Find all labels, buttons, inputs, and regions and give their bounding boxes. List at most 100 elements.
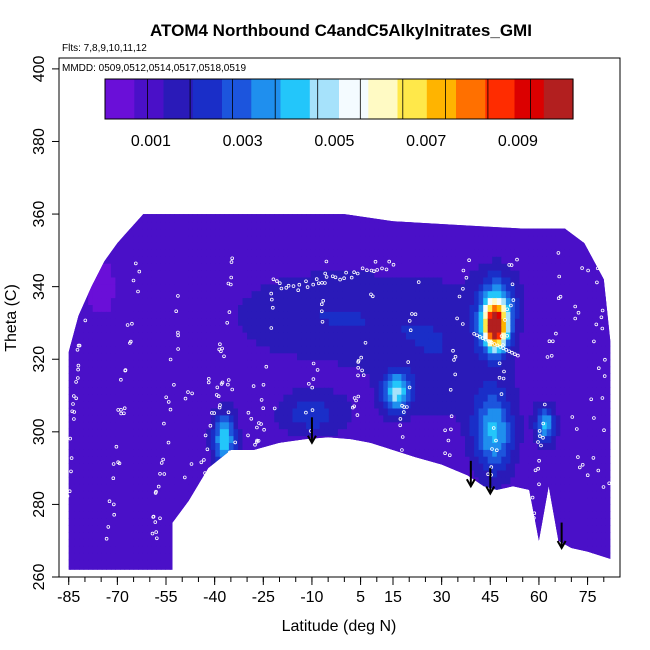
heatmap-cell [228,552,234,561]
heatmap-cell [474,290,480,299]
heatmap-cell [342,559,348,568]
heatmap-cell [165,332,171,340]
heatmap-cell [156,525,162,533]
heatmap-cell [297,538,303,547]
heatmap-cell [156,463,162,471]
heatmap-cell [328,263,334,271]
heatmap-cell [306,373,312,381]
heatmap-cell [465,538,471,547]
heatmap-cell [433,518,439,526]
heatmap-cell [197,538,203,547]
heatmap-cell [451,394,457,402]
heatmap-cell [306,256,312,264]
heatmap-cell [415,532,421,540]
heatmap-cell [165,380,171,388]
heatmap-cell [215,373,221,381]
heatmap-cell [428,366,434,374]
heatmap-cell [74,338,80,347]
heatmap-cell [160,476,166,485]
heatmap-cell [333,504,339,512]
heatmap-cell [460,421,466,430]
heatmap-cell [79,387,85,395]
heatmap-cell [88,545,94,554]
heatmap-cell [451,318,457,326]
heatmap-cell [233,428,239,437]
heatmap-cell [233,311,239,319]
heatmap-cell [233,545,239,554]
heatmap-cell [201,256,207,264]
heatmap-cell [455,552,461,561]
heatmap-cell [201,366,207,374]
heatmap-cell [396,483,402,492]
heatmap-cell [197,297,203,305]
heatmap-cell [79,497,85,505]
heatmap-cell [242,242,248,250]
heatmap-cell [342,545,348,554]
heatmap-cell [293,201,298,209]
heatmap-cell [315,497,321,505]
heatmap-cell [201,532,207,540]
heatmap-cell [451,421,457,430]
heatmap-cell [138,359,144,368]
heatmap-cell [68,256,71,264]
heatmap-cell [287,401,293,409]
heatmap-cell [442,401,448,409]
heatmap-cell [88,242,94,250]
heatmap-cell [378,290,384,299]
heatmap-cell [260,242,266,250]
heatmap-cell [106,483,112,492]
heatmap-cell [197,387,203,395]
heatmap-cell [165,511,171,519]
heatmap-cell [360,456,366,464]
heatmap-cell [210,463,216,471]
heatmap-cell [287,221,293,230]
heatmap-cell [138,249,144,257]
heatmap-cell [174,532,180,540]
heatmap-cell [365,276,371,285]
heatmap-cell [219,469,225,478]
heatmap-cell [437,366,443,374]
heatmap-cell [297,483,303,492]
heatmap-cell [197,421,203,430]
heatmap-cell [151,221,157,230]
heatmap-cell [219,228,225,237]
heatmap-cell [165,345,171,354]
heatmap-cell [79,214,85,216]
heatmap-cell [442,276,448,285]
heatmap-cell [92,532,98,540]
heatmap-cell [97,511,103,519]
heatmap-cell [265,538,271,547]
heatmap-cell [183,373,189,381]
heatmap-cell [419,221,425,230]
heatmap-cell [151,538,157,547]
heatmap-cell [278,518,284,526]
heatmap-cell [269,263,275,271]
heatmap-cell [387,276,393,285]
heatmap-cell [260,263,266,271]
heatmap-cell [306,511,312,519]
heatmap-cell [242,518,248,526]
heatmap-cell [415,201,420,209]
heatmap-cell [446,332,452,340]
heatmap-cell [469,532,475,540]
heatmap-cell [283,469,289,478]
heatmap-cell [242,263,248,271]
heatmap-cell [129,532,135,540]
heatmap-cell [333,373,339,381]
heatmap-cell [428,297,434,305]
heatmap-cell [401,532,407,540]
heatmap-cell [442,318,448,326]
heatmap-cell [347,380,353,388]
heatmap-cell [133,449,139,457]
heatmap-cell [310,469,316,478]
heatmap-cell [138,270,144,278]
heatmap-cell [442,435,448,443]
heatmap-cell [342,214,348,223]
heatmap-cell [369,504,375,512]
heatmap-cell [392,483,398,492]
heatmap-cell [319,497,325,505]
heatmap-cell [465,497,471,505]
heatmap-cell [260,318,266,326]
heatmap-cell [337,235,343,243]
heatmap-cell [455,476,461,485]
